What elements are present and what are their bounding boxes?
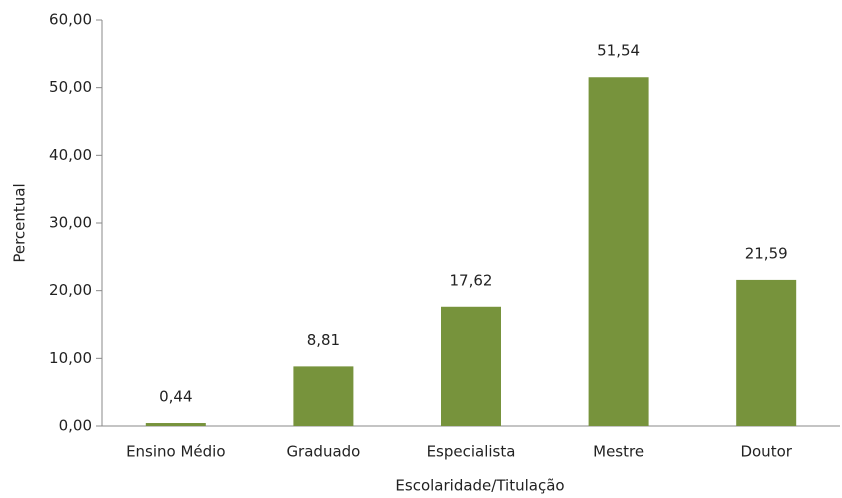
- bar: [588, 77, 649, 426]
- bar: [293, 366, 354, 426]
- x-tick-label: Ensino Médio: [126, 443, 225, 461]
- y-tick-label: 50,00: [49, 78, 92, 96]
- data-label: 0,44: [159, 388, 192, 406]
- data-label: 51,54: [597, 42, 640, 60]
- data-label: 21,59: [745, 244, 788, 262]
- x-tick-label: Graduado: [286, 443, 360, 461]
- bar: [736, 279, 797, 426]
- x-tick-label: Mestre: [593, 443, 644, 461]
- y-tick-label: 10,00: [49, 349, 92, 367]
- bar: [441, 306, 501, 426]
- y-tick-label: 40,00: [49, 146, 92, 164]
- x-tick-label: Especialista: [427, 443, 516, 461]
- y-tick-label: 60,00: [49, 11, 92, 29]
- y-tick-label: 20,00: [49, 281, 92, 299]
- y-tick-label: 30,00: [49, 214, 92, 232]
- y-tick-label: 0,00: [59, 417, 92, 435]
- data-label: 17,62: [450, 271, 493, 289]
- data-label: 8,81: [307, 331, 340, 349]
- x-axis-label: Escolaridade/Titulação: [395, 477, 564, 495]
- y-axis-label: Percentual: [11, 183, 29, 262]
- bar: [145, 423, 206, 426]
- x-tick-label: Doutor: [740, 443, 792, 461]
